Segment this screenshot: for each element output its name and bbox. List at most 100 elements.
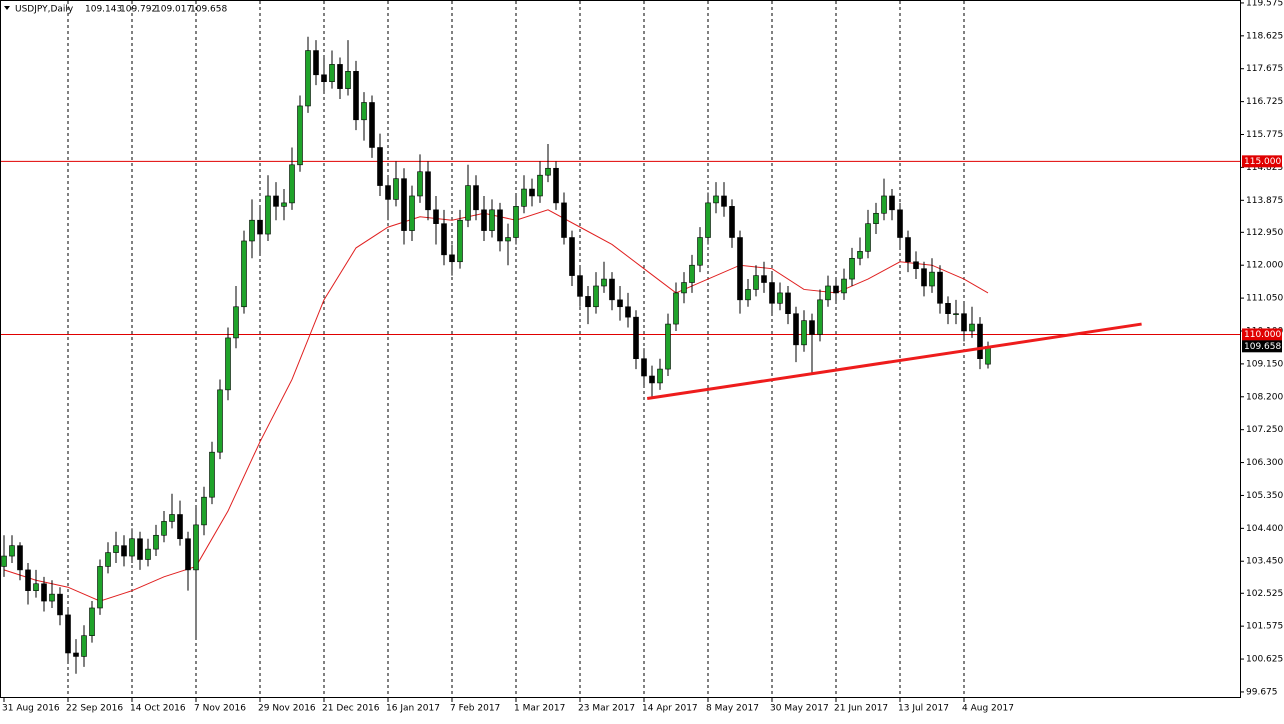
y-tick-label: 100.625 xyxy=(1246,655,1283,665)
x-tick-label: 14 Oct 2016 xyxy=(130,704,186,714)
candle-body xyxy=(497,209,503,242)
level-badge xyxy=(1242,155,1282,168)
candle-body xyxy=(385,185,391,200)
candle-body xyxy=(865,223,871,252)
y-tick-label: 112.950 xyxy=(1246,228,1283,238)
candle-body xyxy=(625,306,631,318)
y-tick-label: 113.875 xyxy=(1246,196,1283,206)
candle-body xyxy=(921,268,927,287)
candle-body xyxy=(65,614,71,654)
y-tick-label: 104.400 xyxy=(1246,524,1283,534)
candle-body xyxy=(617,299,623,308)
candle-body xyxy=(737,237,743,301)
candle-body xyxy=(529,188,535,197)
candle-body xyxy=(233,306,239,339)
candle-body xyxy=(161,521,167,536)
x-tick-label: 13 Jul 2017 xyxy=(898,704,949,714)
candle-body xyxy=(353,71,359,121)
level-badge xyxy=(1242,328,1282,341)
candle-body xyxy=(745,289,751,301)
level-label: 110.000 xyxy=(1244,330,1281,340)
level-label: 115.000 xyxy=(1244,157,1281,167)
candle-body xyxy=(841,278,847,294)
candle-body xyxy=(305,50,311,107)
x-tick-label: 23 Mar 2017 xyxy=(578,704,635,714)
candle-body xyxy=(329,64,335,83)
candle-body xyxy=(777,292,783,304)
candle-body xyxy=(689,264,695,283)
candle-body xyxy=(801,320,807,346)
x-tick-label: 30 May 2017 xyxy=(770,704,829,714)
candle-body xyxy=(113,545,119,553)
candle-body xyxy=(585,296,591,308)
y-tick-label: 106.300 xyxy=(1246,458,1283,468)
candle-body xyxy=(969,323,975,332)
candle-body xyxy=(665,323,671,370)
candle-body xyxy=(89,607,95,636)
y-tick-label: 112.000 xyxy=(1246,261,1283,271)
y-tick-label: 107.250 xyxy=(1246,425,1283,435)
x-tick-label: 7 Nov 2016 xyxy=(194,704,246,714)
candle-body xyxy=(225,337,231,391)
y-tick-label: 99.675 xyxy=(1246,687,1278,697)
candle-body xyxy=(601,278,607,287)
x-tick-label: 1 Mar 2017 xyxy=(514,704,565,714)
x-tick-label: 22 Sep 2016 xyxy=(66,704,123,714)
y-tick-label: 115.775 xyxy=(1246,130,1283,140)
candle-body xyxy=(873,212,879,224)
candle-body xyxy=(521,188,527,207)
candle-body xyxy=(193,524,199,571)
y-tick-label: 116.725 xyxy=(1246,97,1283,107)
candle-body xyxy=(9,545,15,557)
x-tick-label: 8 May 2017 xyxy=(706,704,759,714)
plot-frame xyxy=(0,0,1241,698)
high-label: 109.792 xyxy=(120,5,157,15)
candle-body xyxy=(881,195,887,214)
candle-body xyxy=(449,254,455,263)
candle-body xyxy=(25,569,31,591)
candle-body xyxy=(129,538,135,557)
x-tick-label: 31 Aug 2016 xyxy=(2,704,60,714)
candle-body xyxy=(361,102,367,121)
candle-body xyxy=(281,202,287,207)
candle-body xyxy=(433,209,439,224)
price-label: 109.658 xyxy=(1244,342,1281,352)
candle-body xyxy=(441,223,447,256)
candle-body xyxy=(553,167,559,204)
candle-body xyxy=(905,237,911,263)
candle-body xyxy=(265,195,271,235)
candle-body xyxy=(713,195,719,204)
candle-body xyxy=(313,50,319,76)
candle-body xyxy=(633,316,639,359)
candle-body xyxy=(33,583,39,591)
x-tick-label: 7 Feb 2017 xyxy=(450,704,500,714)
trend-line xyxy=(646,322,1142,400)
candle-body xyxy=(833,285,839,294)
candle-body xyxy=(953,313,959,315)
collapse-icon[interactable] xyxy=(4,6,10,10)
candle-body xyxy=(817,299,823,335)
y-tick-label: 119.575 xyxy=(1246,0,1283,8)
candle-body xyxy=(297,105,303,166)
close-label: 109.658 xyxy=(190,5,227,15)
candle-body xyxy=(785,292,791,314)
candle-body xyxy=(393,178,399,200)
candle-body xyxy=(505,237,511,242)
candle-body xyxy=(137,538,143,560)
candle-body xyxy=(681,282,687,294)
candle-body xyxy=(369,102,375,148)
candle-body xyxy=(945,302,951,314)
candle-body xyxy=(937,271,943,304)
candle-body xyxy=(177,514,183,540)
candle-body xyxy=(513,206,519,238)
candle-body xyxy=(913,261,919,269)
x-tick-label: 14 Apr 2017 xyxy=(642,704,698,714)
candle-body xyxy=(577,275,583,297)
candle-body xyxy=(337,64,343,89)
candle-body xyxy=(977,323,983,359)
candle-body xyxy=(321,74,327,83)
y-tick-label: 105.350 xyxy=(1246,491,1283,501)
candle-body xyxy=(49,593,55,602)
candle-body xyxy=(401,178,407,231)
candle-body xyxy=(185,538,191,571)
